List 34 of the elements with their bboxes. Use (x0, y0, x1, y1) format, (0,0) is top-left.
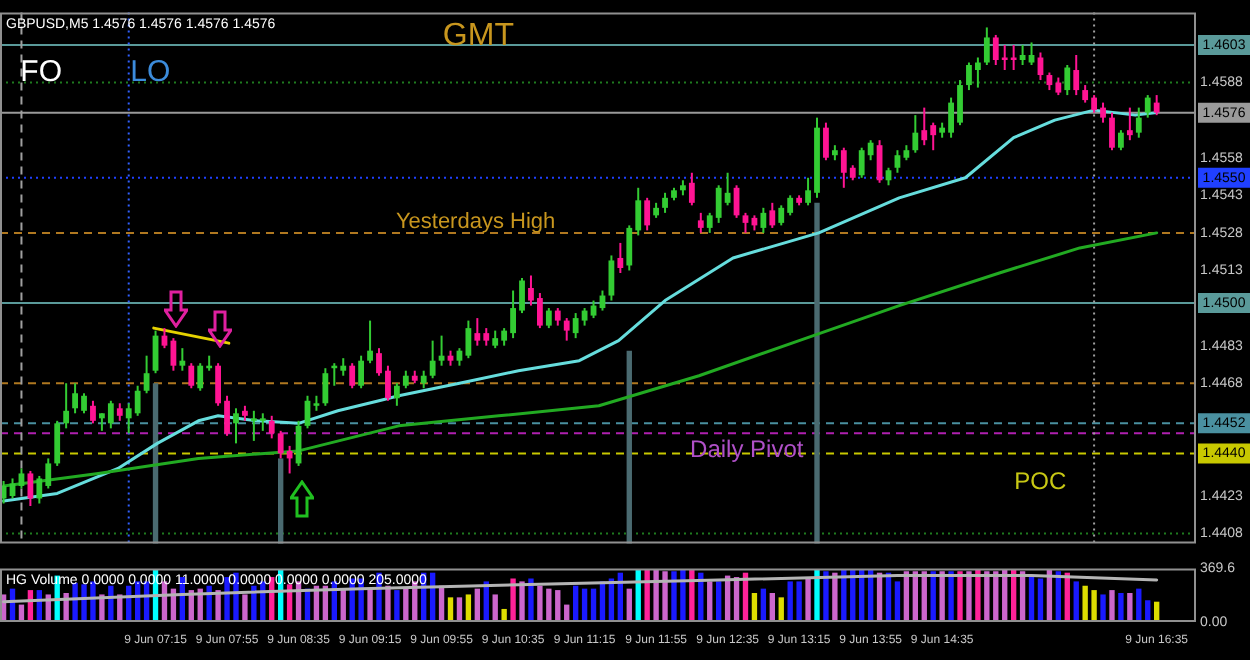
bar (1118, 593, 1124, 622)
annotation: FO (20, 54, 63, 89)
bar (814, 569, 820, 622)
annotation: POC (1014, 467, 1067, 496)
bar (689, 569, 695, 622)
bar (939, 571, 945, 622)
annotation: LO (130, 54, 171, 89)
bar (394, 590, 400, 622)
bar (367, 588, 373, 622)
bar (251, 585, 257, 622)
bar (1037, 578, 1044, 622)
bar (644, 569, 650, 622)
bar (215, 590, 221, 622)
annotation: Daily Pivot (690, 435, 805, 464)
bar (948, 571, 954, 622)
bar (1100, 594, 1106, 622)
bar (823, 571, 829, 622)
bar (206, 585, 212, 622)
bar (501, 608, 507, 622)
bar (510, 578, 516, 622)
bar (385, 585, 391, 622)
bar (242, 594, 248, 622)
bar (796, 581, 802, 622)
bar (975, 569, 981, 622)
bar (519, 581, 525, 622)
bar (984, 571, 990, 622)
bar (1109, 590, 1115, 622)
annotation: Yesterdays High (395, 210, 556, 235)
bar (966, 571, 972, 622)
bar (957, 571, 963, 622)
bar (528, 578, 534, 622)
bar (1127, 593, 1133, 622)
bar (805, 577, 811, 622)
bar (832, 572, 838, 622)
